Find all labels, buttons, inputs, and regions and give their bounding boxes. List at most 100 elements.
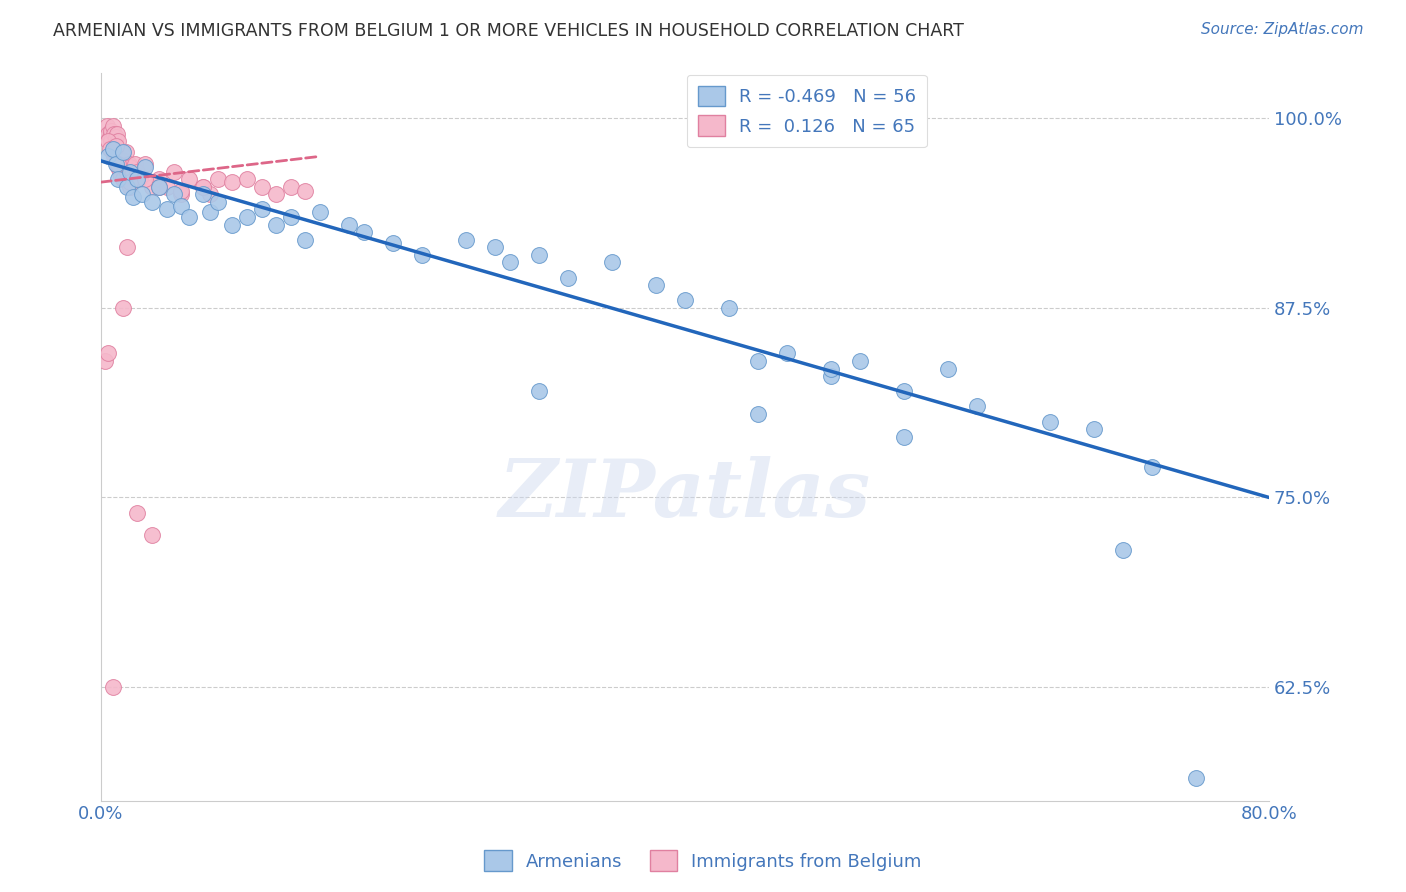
Point: [115, 179, 138, 194]
Point: [134, 160, 156, 174]
Point: [148, 179, 170, 194]
Point: [127, 164, 149, 178]
Point: [124, 157, 146, 171]
Point: [148, 172, 170, 186]
Point: [337, 218, 360, 232]
Point: [134, 157, 156, 171]
Point: [1083, 422, 1105, 436]
Legend: Armenians, Immigrants from Belgium: Armenians, Immigrants from Belgium: [477, 843, 929, 879]
Point: [200, 205, 222, 219]
Point: [107, 157, 129, 171]
Point: [97, 127, 120, 141]
Point: [111, 149, 134, 163]
Point: [557, 270, 579, 285]
Point: [191, 179, 214, 194]
Point: [141, 194, 163, 209]
Point: [966, 400, 988, 414]
Point: [105, 127, 128, 141]
Point: [104, 153, 127, 168]
Point: [104, 138, 127, 153]
Point: [294, 184, 316, 198]
Point: [110, 169, 132, 183]
Point: [120, 179, 142, 194]
Point: [100, 123, 122, 137]
Point: [170, 199, 193, 213]
Point: [108, 164, 131, 178]
Point: [936, 361, 959, 376]
Text: Source: ZipAtlas.com: Source: ZipAtlas.com: [1201, 22, 1364, 37]
Point: [484, 240, 506, 254]
Point: [250, 179, 273, 194]
Point: [221, 218, 243, 232]
Point: [893, 430, 915, 444]
Point: [104, 129, 127, 144]
Point: [141, 528, 163, 542]
Point: [156, 179, 179, 194]
Point: [101, 142, 124, 156]
Point: [107, 160, 129, 174]
Point: [1140, 460, 1163, 475]
Point: [527, 384, 550, 399]
Point: [97, 346, 120, 360]
Point: [717, 301, 740, 315]
Point: [111, 172, 134, 186]
Point: [131, 187, 153, 202]
Point: [177, 210, 200, 224]
Point: [264, 218, 287, 232]
Point: [120, 164, 142, 178]
Point: [108, 149, 131, 163]
Point: [353, 225, 375, 239]
Point: [163, 187, 186, 202]
Point: [104, 142, 127, 156]
Point: [96, 119, 118, 133]
Point: [97, 134, 120, 148]
Point: [156, 202, 179, 217]
Point: [120, 160, 142, 174]
Point: [200, 187, 222, 202]
Point: [1185, 771, 1208, 785]
Point: [110, 145, 132, 159]
Point: [381, 235, 404, 250]
Point: [122, 164, 145, 178]
Text: ARMENIAN VS IMMIGRANTS FROM BELGIUM 1 OR MORE VEHICLES IN HOUSEHOLD CORRELATION : ARMENIAN VS IMMIGRANTS FROM BELGIUM 1 OR…: [53, 22, 965, 40]
Point: [120, 175, 142, 189]
Point: [111, 301, 134, 315]
Point: [280, 210, 302, 224]
Point: [177, 172, 200, 186]
Point: [94, 354, 117, 368]
Point: [111, 145, 134, 159]
Point: [170, 184, 193, 198]
Point: [103, 149, 125, 163]
Point: [250, 202, 273, 217]
Point: [118, 157, 141, 171]
Point: [820, 369, 842, 384]
Point: [127, 172, 149, 186]
Point: [191, 179, 214, 194]
Point: [499, 255, 522, 269]
Point: [148, 179, 170, 194]
Point: [98, 129, 121, 144]
Point: [100, 134, 122, 148]
Point: [121, 169, 143, 183]
Point: [97, 149, 120, 163]
Point: [221, 175, 243, 189]
Point: [454, 233, 477, 247]
Point: [893, 384, 915, 399]
Point: [103, 127, 125, 141]
Point: [104, 157, 127, 171]
Point: [294, 233, 316, 247]
Point: [644, 278, 666, 293]
Point: [1039, 415, 1062, 429]
Point: [673, 293, 696, 308]
Point: [236, 172, 259, 186]
Point: [747, 407, 769, 421]
Point: [236, 210, 259, 224]
Legend: R = -0.469   N = 56, R =  0.126   N = 65: R = -0.469 N = 56, R = 0.126 N = 65: [688, 75, 927, 147]
Point: [191, 187, 214, 202]
Point: [101, 119, 124, 133]
Point: [1112, 543, 1135, 558]
Point: [747, 354, 769, 368]
Point: [776, 346, 799, 360]
Point: [141, 179, 163, 194]
Point: [849, 354, 872, 368]
